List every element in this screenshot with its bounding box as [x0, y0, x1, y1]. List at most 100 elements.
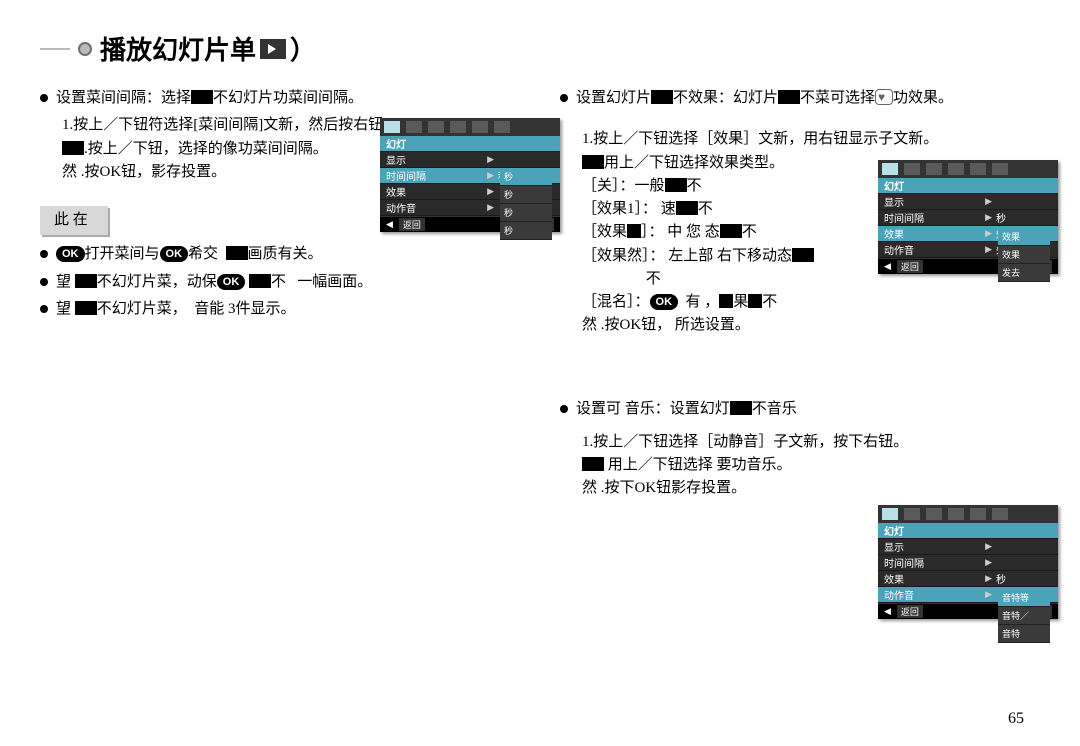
bullet-icon: [560, 405, 568, 413]
ref-line-2: 望 不幻灯片菜，动保OK 不 一幅画面。: [56, 271, 372, 294]
lcd-row-label: 显示: [884, 539, 985, 554]
redacted-icon: [582, 155, 604, 169]
lcd-sub-item: 秒: [500, 222, 552, 240]
effect-step-1: 1.按上／下钮选择［效果］文新，用右钮显示子文新。: [560, 128, 1040, 151]
lcd-row-label: 时间间隔: [884, 210, 985, 225]
nav-left-icon: ◀: [884, 606, 891, 617]
title-text-suffix: ）: [290, 30, 316, 67]
ref-line-3: 望 不幻灯片菜， 音能 3件显示。: [56, 298, 296, 321]
arrow-right-icon: ▶: [487, 202, 494, 213]
manual-page: 播放幻灯片单 ） 设置菜间间隔：选择不幻灯片功菜间间隔。 1.按上／下钮符选择[…: [0, 0, 1080, 746]
lcd-tabs: [878, 505, 1058, 523]
reference-label: 此 在: [40, 206, 108, 235]
lcd-sub-item: 效果: [998, 246, 1050, 264]
arrow-right-icon: ▶: [985, 573, 992, 584]
lcd-header: 幻灯: [386, 136, 554, 151]
page-number: 65: [1008, 710, 1024, 728]
redacted-icon: [75, 274, 97, 288]
title-text-prefix: 播放幻灯片单: [100, 30, 256, 67]
redacted-icon: [720, 224, 742, 238]
redacted-icon: [719, 294, 733, 308]
lcd-row-value: 秒: [992, 210, 1052, 225]
page-title: 播放幻灯片单 ）: [40, 30, 1040, 67]
arrow-right-icon: ▶: [985, 244, 992, 255]
music-step-3: 然 .按下OK钮影存投置。: [560, 477, 1040, 500]
tab-icon: [406, 121, 422, 133]
redacted-icon: [778, 90, 800, 104]
lcd-sub-item: 音特等: [998, 589, 1050, 607]
bullet-icon: [40, 305, 48, 313]
tab-icon: [926, 163, 942, 175]
tab-icon: [384, 121, 400, 133]
lcd-row-label: 动作音: [386, 200, 487, 215]
ok-icon: OK: [160, 246, 189, 262]
lcd-back-label: 返回: [897, 605, 923, 618]
tab-icon: [882, 508, 898, 520]
lcd-row-label: 效果: [386, 184, 487, 199]
lcd-row-label: 显示: [386, 152, 487, 167]
redacted-icon: [676, 201, 698, 215]
effect-step-3: 然 .按OK钮， 所选设置。: [560, 314, 1040, 337]
lcd-row-label: 效果: [884, 571, 985, 586]
title-bullet-icon: [78, 42, 92, 56]
tab-icon: [428, 121, 444, 133]
bullet-icon: [40, 250, 48, 258]
arrow-right-icon: ▶: [985, 212, 992, 223]
tab-icon: [926, 508, 942, 520]
lcd-sub-item: 效果: [998, 228, 1050, 246]
music-step-1: 1.按上／下钮选择［动静音］子文新，按下右钮。: [560, 431, 1040, 454]
lcd-sub-item: 音特: [998, 625, 1050, 643]
lcd-row-value: 秒: [992, 571, 1052, 586]
ok-icon: OK: [217, 274, 246, 290]
bullet-icon: [40, 278, 48, 286]
arrow-right-icon: ▶: [985, 228, 992, 239]
ok-icon: OK: [650, 294, 679, 310]
music-heading: 设置可 音乐：设置幻灯不音乐: [576, 398, 797, 421]
lcd-screenshot-music: 幻灯 显示▶ 时间间隔▶ 效果▶秒 动作音▶ 音特等 音特／ 音特 ◀ 返回 O…: [878, 505, 1058, 619]
lcd-back-label: 返回: [897, 260, 923, 273]
tab-icon: [904, 508, 920, 520]
title-rule: [40, 48, 70, 50]
tab-icon: [970, 163, 986, 175]
nav-left-icon: ◀: [386, 219, 393, 230]
lcd-sub-item: 发去: [998, 264, 1050, 282]
heart-icon: [875, 89, 893, 105]
redacted-icon: [191, 90, 213, 104]
arrow-right-icon: ▶: [985, 557, 992, 568]
lcd-submenu: 秒 秒 秒 秒: [500, 168, 552, 240]
lcd-header: 幻灯: [884, 523, 1052, 538]
interval-heading: 设置菜间间隔：选择不幻灯片功菜间间隔。: [56, 87, 363, 110]
lcd-submenu: 音特等 音特／ 音特: [998, 589, 1050, 643]
tab-icon: [904, 163, 920, 175]
tab-icon: [992, 508, 1008, 520]
redacted-icon: [627, 224, 641, 238]
ok-icon: OK: [56, 246, 85, 262]
lcd-row-label: 显示: [884, 194, 985, 209]
lcd-header: 幻灯: [884, 178, 1052, 193]
arrow-right-icon: ▶: [985, 541, 992, 552]
lcd-back-label: 返回: [399, 218, 425, 231]
lcd-screenshot-interval: 幻灯 显示▶ 时间间隔▶秒 效果▶ 动作音▶ 秒 秒 秒 秒 ◀ 返回 OK 后: [380, 118, 560, 232]
bullet-icon: [40, 94, 48, 102]
arrow-right-icon: ▶: [487, 154, 494, 165]
lcd-sub-item: 秒: [500, 168, 552, 186]
lcd-submenu: 效果 效果 发去: [998, 228, 1050, 282]
nav-left-icon: ◀: [884, 261, 891, 272]
arrow-right-icon: ▶: [985, 589, 992, 600]
tab-icon: [882, 163, 898, 175]
tab-icon: [948, 508, 964, 520]
ref-line-1: OK打开菜间与OK希交 画质有关。: [56, 243, 323, 266]
redacted-icon: [226, 246, 248, 260]
redacted-icon: [62, 141, 84, 155]
redacted-icon: [249, 274, 271, 288]
redacted-icon: [651, 90, 673, 104]
tab-icon: [970, 508, 986, 520]
lcd-row-label: 效果: [884, 226, 985, 241]
lcd-screenshot-effect: 幻灯 显示▶ 时间间隔▶秒 效果▶效果子 动作音▶效果／ 效果 效果 发去 ◀ …: [878, 160, 1058, 274]
lcd-sub-item: 秒: [500, 186, 552, 204]
right-column: 设置幻灯片不效果：幻灯片不菜可选择功效果。 1.按上／下钮选择［效果］文新，用右…: [560, 87, 1040, 501]
effect-mix: ［混名］：OK 有 ，果不: [560, 291, 1040, 314]
arrow-right-icon: ▶: [487, 170, 494, 181]
arrow-right-icon: ▶: [487, 186, 494, 197]
tab-icon: [948, 163, 964, 175]
